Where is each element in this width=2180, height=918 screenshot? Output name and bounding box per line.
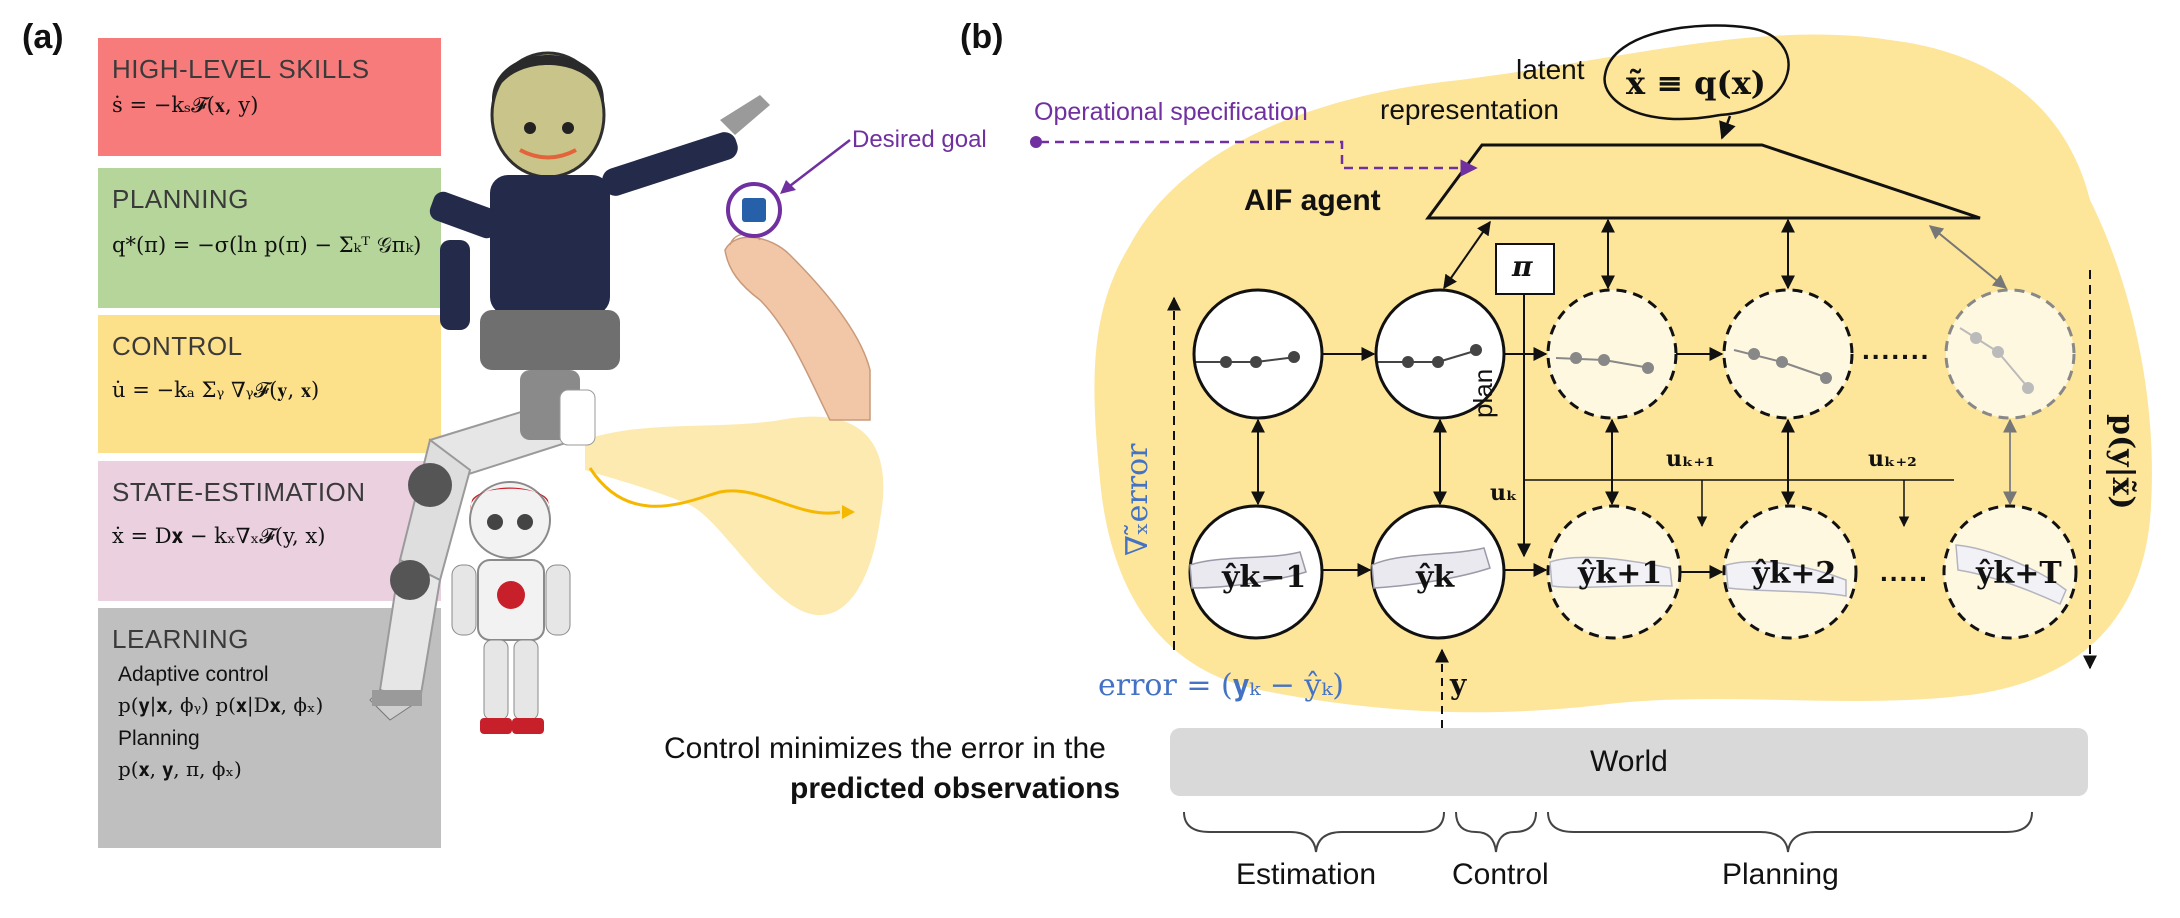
caption-line-1: Control minimizes the error in the <box>664 732 1106 765</box>
estimation-brace <box>1183 811 1445 853</box>
adaptive-control-equation: p(𝐲|𝐱, ϕᵧ) p(𝐱|D𝐱, ϕₓ) <box>118 693 324 717</box>
latent-label-line1: latent <box>1516 54 1585 85</box>
control-brace <box>1455 811 1537 853</box>
obs-label-5: ŷk+T <box>1976 556 2062 591</box>
world-label: World <box>1590 745 1668 778</box>
latent-loop <box>1603 24 1790 121</box>
world-bar <box>1170 728 2088 796</box>
learning-planning-equation: p(𝐱, 𝐲, π, ϕₓ) <box>118 757 242 781</box>
desired-goal-label: Desired goal <box>852 126 987 153</box>
control-u-k2: uₖ₊₂ <box>1868 446 1917 472</box>
high-level-skills-equation: ṡ = −kₛ𝓕(𝐱, y) <box>112 93 259 117</box>
panel-b-label: (b) <box>960 18 1004 56</box>
latent-label-line2: representation <box>1380 94 1560 125</box>
trajectory-blob <box>585 416 884 616</box>
state-estimation-title: STATE-ESTIMATION <box>112 477 366 507</box>
control-equation: u̇ = −kₐ Σᵧ ∇ᵧ𝓕(𝐲, 𝐱) <box>112 378 320 402</box>
nao-robot <box>451 481 571 734</box>
posterior-label: p(y|x̃) <box>2105 414 2140 510</box>
adaptive-control-label: Adaptive control <box>118 663 269 686</box>
state-estimation-equation: ẋ = D𝐱 − kₓ∇ₓ𝓕(y, x) <box>112 524 326 548</box>
phase-control: Control <box>1452 858 1549 891</box>
obs-label-1: ŷk−1 <box>1222 560 1307 595</box>
pi-label: π <box>1512 250 1533 283</box>
state-circle-1 <box>1192 288 1324 420</box>
control-u-k1: uₖ₊₁ <box>1666 446 1715 472</box>
obs-label-3: ŷk+1 <box>1578 556 1663 591</box>
aif-agent-trapezoid <box>1425 143 1981 220</box>
state-estimation-box: STATE-ESTIMATION ẋ = D𝐱 − kₓ∇ₓ𝓕(y, x) <box>98 461 441 601</box>
planning-title: PLANNING <box>112 184 249 214</box>
target-cube <box>742 198 766 222</box>
trajectory-arrowhead <box>842 505 855 519</box>
learning-planning-label: Planning <box>118 727 200 750</box>
error-equation: error = (𝐲ₖ − ŷₖ) <box>1098 668 1344 703</box>
high-level-skills-title: HIGH-LEVEL SKILLS <box>112 54 370 84</box>
pi-box <box>1495 243 1555 295</box>
latent-equation: x̃ ≡ q(x) <box>1626 64 1766 102</box>
operational-specification-label: Operational specification <box>1034 98 1308 126</box>
obs-label-2: ŷk <box>1416 560 1455 595</box>
control-title: CONTROL <box>112 331 243 361</box>
phase-estimation: Estimation <box>1236 858 1377 891</box>
planning-equation: q*(π) = −σ(ln p(π) − Σₖᵀ 𝒢πₖ) <box>112 233 422 257</box>
phase-planning: Planning <box>1722 858 1839 891</box>
obs-label-4: ŷk+2 <box>1752 556 1837 591</box>
ellipsis-top: ....... <box>1862 334 1931 365</box>
state-circle-3 <box>1546 288 1678 420</box>
planning-brace <box>1547 811 2033 853</box>
panel-a-label: (a) <box>22 18 64 56</box>
caption-line-2: predicted observations <box>790 772 1121 805</box>
icub-robot <box>429 51 770 446</box>
target-circle <box>726 182 782 238</box>
aif-agent-label: AIF agent <box>1244 184 1381 217</box>
state-circle-5 <box>1944 288 2076 420</box>
plan-label: plan <box>1468 368 1498 418</box>
observation-y-label: 𝐲 <box>1450 668 1467 701</box>
learning-title: LEARNING <box>112 624 249 654</box>
state-circle-4 <box>1722 288 1854 420</box>
robot-illustration <box>369 51 884 734</box>
error-gradient-label: ∇ₓ̃error <box>1120 443 1155 557</box>
control-box: CONTROL u̇ = −kₐ Σᵧ ∇ᵧ𝓕(𝐲, 𝐱) <box>98 315 441 453</box>
control-u-k: uₖ <box>1490 480 1518 506</box>
planning-box: PLANNING q*(π) = −σ(ln p(π) − Σₖᵀ 𝒢πₖ) <box>98 168 441 308</box>
ellipsis-bottom: ..... <box>1880 556 1929 587</box>
high-level-skills-box: HIGH-LEVEL SKILLS ṡ = −kₛ𝓕(𝐱, y) <box>98 38 441 156</box>
learning-box: LEARNING Adaptive control p(𝐲|𝐱, ϕᵧ) p(𝐱… <box>98 608 441 848</box>
trajectory-curve <box>588 467 841 515</box>
